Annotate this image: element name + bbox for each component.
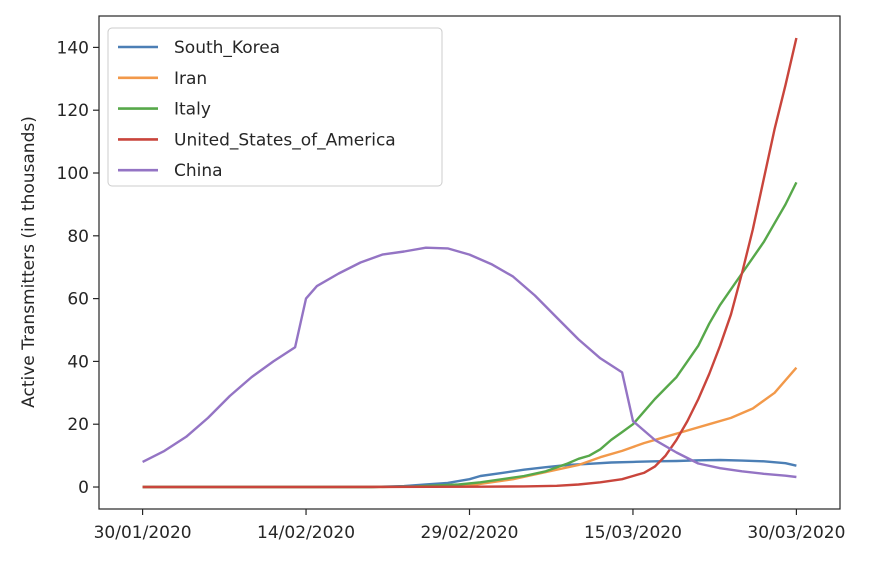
x-tick-label: 14/02/2020 [257,523,355,543]
y-axis-label: Active Transmitters (in thousands) [19,116,39,408]
y-tick-label: 60 [67,290,89,310]
series-line-italy [142,181,798,489]
y-tick-label: 80 [67,227,89,247]
legend: South_Korea Iran Italy United_States_of_Ame… [107,27,443,187]
x-tick-label: 29/02/2020 [421,523,519,543]
y-tick-label: 20 [67,415,89,435]
legend-label: United_States_of_America [174,130,396,150]
legend-label: Italy [174,100,211,120]
y-tick-label: 0 [78,478,89,498]
x-tick-label: 15/03/2020 [584,523,682,543]
x-tick-label: 30/01/2020 [94,523,192,543]
y-tick-label: 100 [57,164,89,184]
x-tick-label: 30/03/2020 [747,523,845,543]
y-tick-label: 120 [57,101,89,121]
legend-label: Iran [174,69,207,89]
y-tick-label: 140 [57,38,89,58]
y-tick-label: 40 [67,352,89,372]
series-line-united-states-of-america [142,37,798,489]
legend-label: China [174,161,223,181]
y-axis-ticks: 0 20 40 60 80 100 120 140 [57,38,99,498]
x-axis-ticks: 30/01/2020 14/02/2020 29/02/2020 15/03/2020… [94,509,845,543]
series-lines [142,37,798,489]
legend-items: South_Korea Iran Italy United_States_of_Ame… [118,38,396,181]
legend-label: South_Korea [174,38,280,58]
series-line-china [142,246,797,479]
legend-box [107,27,443,187]
